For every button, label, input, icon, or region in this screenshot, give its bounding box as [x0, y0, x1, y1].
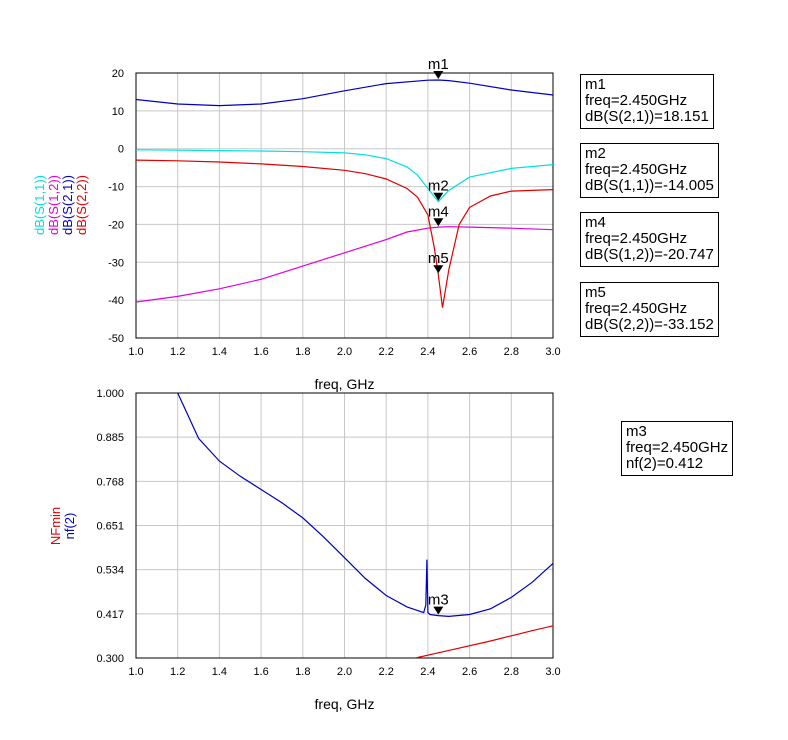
- y-tick-label: 20: [112, 68, 124, 80]
- y-tick-label: 0.885: [96, 432, 124, 444]
- s-parameter-plot: 1.0 1.2 1.4 1.6 1.8 2.0 2.2 2.4 2.6 2.8 3.0 20 10 0 -1…: [32, 56, 561, 392]
- marker-readout-freq: freq=2.450GHz: [585, 92, 688, 109]
- series-line: [136, 159, 553, 308]
- y-tick-label: 0.534: [96, 565, 124, 577]
- x-tick-label: 1.6: [253, 346, 268, 358]
- y-tick-label: -10: [108, 182, 124, 194]
- x-tick-label: 1.2: [170, 346, 185, 358]
- marker-readout-value: dB(S(2,1))=18.151: [585, 108, 709, 125]
- x-tick-label: 1.8: [295, 346, 310, 358]
- marker-triangle: [433, 192, 444, 201]
- x-tick-label: 2.2: [379, 666, 394, 678]
- marker-readout-name: m3: [626, 423, 647, 440]
- legend-entry: dB(S(2,1)): [60, 175, 75, 235]
- y-tick-label: 0.651: [96, 521, 124, 533]
- x-tick-label: 2.6: [462, 666, 477, 678]
- marker-triangle: [433, 265, 444, 274]
- legend-entry: dB(S(1,1)): [32, 175, 47, 235]
- x-tick-label: 2.4: [420, 346, 435, 358]
- legend-entry: dB(S(2,2)): [74, 175, 89, 235]
- series-line: [415, 625, 553, 658]
- legend-entry: dB(S(1,2)): [46, 175, 61, 235]
- marker-triangle: [433, 606, 444, 615]
- plot-frame: [135, 72, 554, 339]
- x-tick-label: 1.0: [128, 666, 143, 678]
- x-axis-label: freq, GHz: [315, 376, 375, 392]
- marker-triangle: [433, 70, 444, 79]
- marker-label: m3: [428, 592, 449, 609]
- y-tick-label: 0.417: [96, 609, 124, 621]
- series-line: [136, 79, 553, 107]
- x-tick-label: 2.0: [337, 666, 352, 678]
- marker-readout-m5: m5 freq=2.450GHz dB(S(2,2))=-33.152: [580, 282, 719, 337]
- y-tick-label: 0: [118, 144, 124, 156]
- marker-triangle: [433, 218, 444, 227]
- x-tick-label: 1.2: [170, 666, 185, 678]
- marker-readout-name: m5: [585, 284, 606, 301]
- y-tick-label: 10: [112, 106, 124, 118]
- marker-readout-value: dB(S(1,2))=-20.747: [585, 246, 714, 263]
- marker-label: m1: [428, 56, 449, 73]
- legend-entry: nf(2): [62, 513, 77, 540]
- x-tick-label: 2.4: [420, 666, 435, 678]
- marker-label: m2: [428, 178, 449, 195]
- x-tick-label: 2.2: [379, 346, 394, 358]
- marker-readout-freq: freq=2.450GHz: [585, 230, 688, 247]
- marker-readout-value: dB(S(2,2))=-33.152: [585, 316, 714, 333]
- marker-readout-value: nf(2)=0.412: [626, 455, 704, 472]
- y-tick-label: 0.300: [96, 653, 124, 665]
- x-tick-label: 2.0: [337, 346, 352, 358]
- marker-label: m5: [428, 250, 449, 267]
- marker-readout-m2: m2 freq=2.450GHz dB(S(1,1))=-14.005: [580, 143, 719, 198]
- marker-label: m4: [428, 203, 449, 220]
- x-tick-label: 2.8: [504, 666, 519, 678]
- marker-readout-name: m1: [585, 76, 606, 93]
- marker-readout-name: m4: [585, 214, 606, 231]
- marker-readout-value: dB(S(1,1))=-14.005: [585, 177, 714, 194]
- series-line: [136, 226, 553, 303]
- x-axis-label: freq, GHz: [315, 696, 375, 712]
- marker-readout-m1: m1 freq=2.450GHz dB(S(2,1))=18.151: [580, 74, 714, 129]
- noise-figure-plot: 1.0 1.2 1.4 1.6 1.8 2.0 2.2 2.4 2.6 2.8 3.0 1.000 0.…: [48, 388, 561, 712]
- x-tick-label: 3.0: [545, 346, 560, 358]
- y-tick-label: 0.768: [96, 476, 124, 488]
- series-line: [136, 149, 553, 203]
- series-line: [177, 393, 553, 618]
- x-tick-label: 2.8: [504, 346, 519, 358]
- y-tick-label: -30: [108, 257, 124, 269]
- x-tick-label: 2.6: [462, 346, 477, 358]
- x-tick-label: 3.0: [545, 666, 560, 678]
- x-tick-label: 1.4: [212, 346, 227, 358]
- x-tick-label: 1.8: [295, 666, 310, 678]
- marker-readout-name: m2: [585, 145, 606, 162]
- legend-entry: NFmin: [48, 507, 63, 545]
- x-tick-label: 1.0: [128, 346, 143, 358]
- marker-readout-m3: m3 freq=2.450GHz nf(2)=0.412: [621, 421, 734, 476]
- plot-frame: [135, 392, 554, 659]
- marker-readout-m4: m4 freq=2.450GHz dB(S(1,2))=-20.747: [580, 212, 719, 267]
- x-tick-label: 1.6: [253, 666, 268, 678]
- marker-readout-freq: freq=2.450GHz: [585, 300, 688, 317]
- y-tick-label: 1.000: [96, 388, 124, 400]
- marker-readout-freq: freq=2.450GHz: [585, 161, 688, 178]
- x-tick-label: 1.4: [212, 666, 227, 678]
- marker-readout-freq: freq=2.450GHz: [626, 439, 729, 456]
- y-tick-label: -50: [108, 333, 124, 345]
- y-tick-label: -40: [108, 295, 124, 307]
- y-tick-label: -20: [108, 219, 124, 231]
